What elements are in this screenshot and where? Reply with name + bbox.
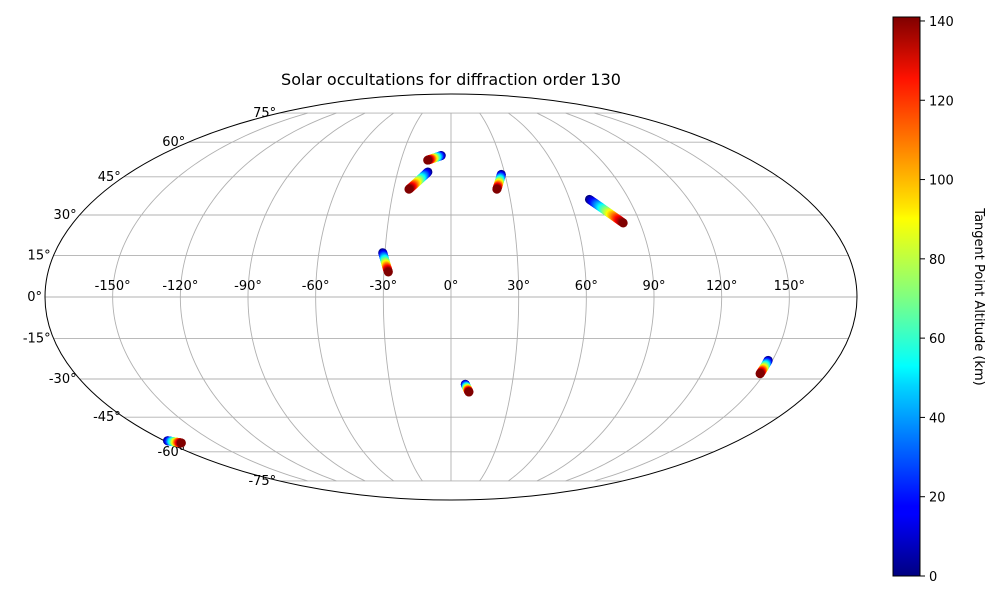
colorbar-tick-label: 60 (929, 332, 946, 347)
latitude-tick-label: -75° (248, 474, 276, 489)
latitude-tick-label: 30° (54, 208, 77, 223)
meridian-line (382, 112, 423, 482)
latitude-tick-label: -60° (158, 445, 186, 460)
longitude-tick-label: 90° (642, 279, 665, 294)
map-boundary (44, 93, 858, 501)
meridian-line (508, 112, 587, 482)
latitude-tick-label: -45° (93, 410, 121, 425)
longitude-tick-label: -150° (95, 279, 131, 294)
longitude-tick-label: -30° (369, 279, 397, 294)
data-point (618, 218, 628, 228)
meridian-line (315, 112, 394, 482)
colorbar-tick-label: 120 (929, 94, 954, 109)
colorbar-tick-label: 140 (929, 15, 954, 30)
meridian-line (179, 112, 337, 482)
longitude-tick-labels: -150° -120° -90° -60° -30° 0° 30° 60° 90° 120° 150… (95, 279, 805, 294)
data-point (383, 267, 393, 277)
longitude-tick-label: 30° (507, 279, 530, 294)
meridian-line (565, 112, 723, 482)
data-point (755, 369, 765, 379)
longitude-tick-label: 60° (575, 279, 598, 294)
data-point (492, 184, 502, 194)
colorbar: 0 20 40 60 80 100 120 140 Tangent Point Altitud… (892, 15, 986, 585)
latitude-tick-label: 45° (98, 170, 121, 185)
colorbar-tick-label: 40 (929, 411, 946, 426)
latitude-tick-label: 60° (162, 135, 185, 150)
latitude-tick-label: 75° (253, 106, 276, 121)
colorbar-gradient (892, 16, 921, 577)
data-point (464, 387, 474, 397)
longitude-tick-label: 0° (444, 279, 459, 294)
latitude-tick-label: -30° (49, 372, 77, 387)
data-point (176, 438, 186, 448)
grid (45, 112, 857, 482)
meridian-line (536, 112, 655, 482)
latitude-tick-label: 0° (27, 290, 42, 305)
longitude-tick-label: -90° (234, 279, 262, 294)
chart-title: Solar occultations for diffraction order… (281, 70, 621, 89)
meridian-line (594, 112, 790, 482)
data-point (423, 155, 433, 165)
colorbar-tick-label: 100 (929, 174, 954, 189)
colorbar-tick-label: 20 (929, 491, 946, 506)
meridian-line (247, 112, 366, 482)
latitude-tick-labels: 75° 60° 45° 30° 15° 0° -15° -30° -45° -60° -75° (23, 106, 276, 489)
longitude-tick-label: -120° (162, 279, 198, 294)
data-points (162, 151, 773, 448)
meridian-line (479, 112, 520, 482)
meridian-line (112, 112, 308, 482)
longitude-tick-label: 120° (706, 279, 737, 294)
longitude-tick-label: 150° (774, 279, 805, 294)
colorbar-ticks: 0 20 40 60 80 100 120 140 (920, 15, 954, 585)
data-point (404, 184, 414, 194)
latitude-tick-label: 15° (28, 248, 51, 263)
colorbar-tick-label: 80 (929, 253, 946, 268)
longitude-tick-label: -60° (302, 279, 330, 294)
latitude-tick-label: -15° (23, 332, 51, 347)
colorbar-label: Tangent Point Altitude (km) (971, 207, 986, 385)
colorbar-tick-label: 0 (929, 570, 937, 585)
